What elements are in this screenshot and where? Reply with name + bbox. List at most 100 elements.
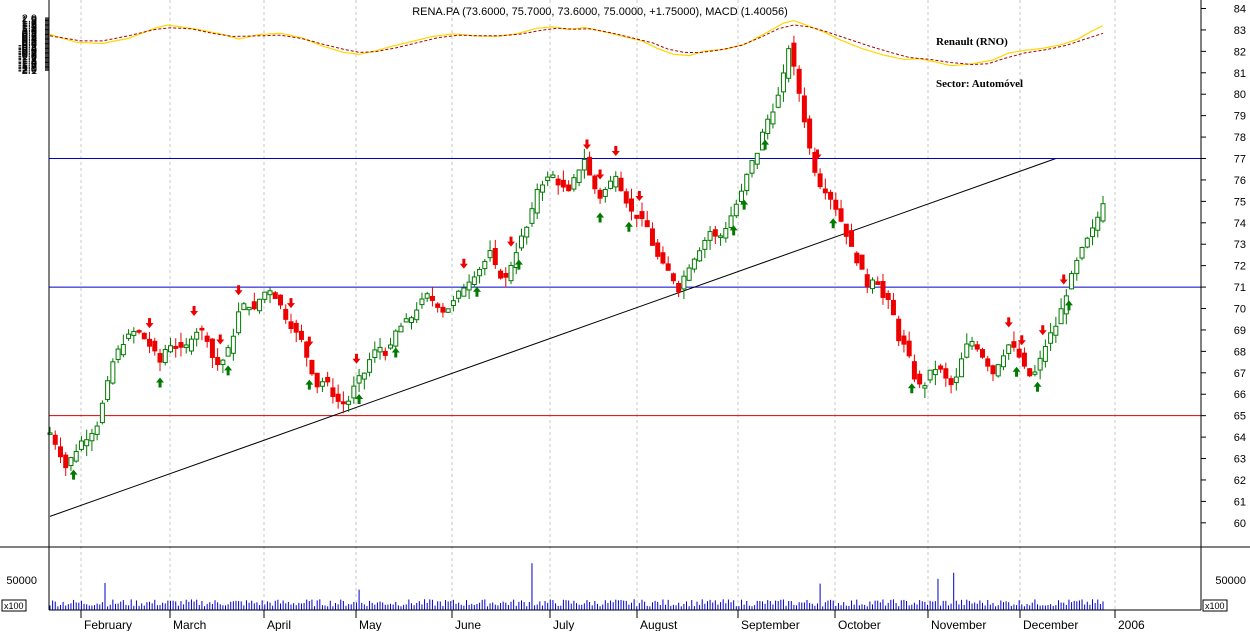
right-tick-label: 78	[1234, 132, 1246, 144]
candle-body	[995, 364, 1001, 377]
candle-body	[576, 169, 582, 183]
candle-body	[1069, 273, 1075, 290]
price-candles	[47, 35, 1106, 476]
left-tick-label: -1.1	[18, 52, 37, 64]
candle-body	[801, 95, 807, 123]
x-tick-label: August	[640, 618, 678, 631]
volume-scale-label-left: x100	[4, 601, 24, 611]
left-tick-label: 0.2	[22, 36, 37, 48]
candle-body	[105, 380, 111, 401]
candle-body	[817, 173, 823, 188]
candle-body	[278, 294, 284, 306]
candle-body	[47, 432, 53, 435]
candle-body	[681, 275, 687, 290]
left-tick-label: -0.5	[18, 45, 37, 57]
left-tick-label: 1.8	[22, 16, 37, 28]
right-tick-label: 70	[1234, 304, 1246, 316]
candle-body	[670, 273, 676, 282]
candle-body	[1011, 341, 1017, 348]
candle-body	[880, 280, 886, 298]
candle-body	[885, 292, 891, 300]
right-tick-label: 80	[1234, 89, 1246, 101]
candle-body	[922, 385, 928, 389]
candle-body	[587, 156, 593, 176]
candle-body	[1016, 348, 1022, 358]
candle-body	[707, 231, 713, 241]
candle-body	[482, 260, 488, 270]
left-tick-label: -1.9	[18, 63, 37, 75]
candle-body	[173, 345, 179, 349]
candle-body	[178, 342, 184, 348]
candle-body	[492, 248, 498, 266]
candle-body	[194, 331, 200, 340]
right-tick-label: 76	[1234, 175, 1246, 187]
candle-body	[718, 235, 724, 238]
buy-arrow	[761, 139, 770, 150]
x-tick-label: June	[455, 618, 481, 631]
candle-body	[403, 318, 409, 323]
sell-arrow	[507, 236, 516, 247]
candle-body	[560, 179, 566, 188]
sell-arrow	[1059, 274, 1068, 285]
candle-body	[712, 229, 718, 237]
candle-body	[152, 340, 158, 352]
sell-arrow	[611, 145, 620, 156]
left-tick-label: -1.0	[18, 51, 37, 63]
candle-body	[1074, 259, 1080, 275]
candle-body	[1021, 352, 1027, 367]
candle-body	[126, 333, 132, 339]
candle-body	[859, 254, 865, 270]
reference-lines	[49, 158, 1201, 517]
candle-body	[733, 203, 739, 217]
right-tick-label: 62	[1234, 475, 1246, 487]
chart-title: RENA.PA (73.6000, 75.7000, 73.6000, 75.0…	[412, 6, 788, 18]
candle-body	[1058, 308, 1064, 325]
candle-body	[325, 376, 331, 383]
candle-body	[728, 215, 734, 228]
candle-body	[938, 365, 944, 370]
sell-arrow	[1038, 325, 1047, 336]
left-tick-label: -0.1	[18, 40, 37, 52]
candle-body	[948, 378, 954, 386]
sell-arrow	[234, 285, 243, 296]
x-tick-label: November	[931, 618, 986, 631]
candle-body	[665, 263, 671, 271]
candle-body	[424, 293, 430, 299]
candle-body	[272, 292, 278, 299]
buy-arrow	[472, 286, 481, 297]
candle-body	[890, 299, 896, 316]
left-tick-label: 0.0	[22, 38, 37, 50]
candle-body	[953, 376, 959, 384]
candle-body	[225, 347, 231, 357]
buy-arrow	[69, 469, 78, 480]
sector-annotation: Sector: Automóvel	[936, 78, 1023, 90]
candle-body	[1090, 227, 1096, 238]
candle-body	[388, 344, 394, 349]
buy-arrow	[156, 377, 165, 388]
left-tick-label: -0.8	[18, 49, 37, 61]
candle-body	[513, 252, 519, 269]
right-tick-label: 66	[1234, 389, 1246, 401]
left-tick-label: 1.1	[22, 24, 37, 36]
right-tick-label: 74	[1234, 218, 1246, 230]
candle-body	[754, 152, 760, 165]
buy-arrow	[624, 221, 633, 232]
candle-body	[623, 191, 629, 204]
candle-body	[382, 350, 388, 356]
candle-body	[833, 199, 839, 210]
macd-lines	[49, 19, 1104, 67]
sell-arrow	[145, 318, 154, 329]
candle-body	[503, 273, 509, 278]
candle-body	[906, 340, 912, 357]
candle-body	[597, 189, 603, 199]
candle-body	[780, 72, 786, 93]
candle-body	[199, 327, 205, 331]
left-tick-label: 0.8	[22, 28, 37, 40]
candle-body	[749, 160, 755, 174]
left-tick-label: -0.3	[18, 42, 37, 54]
right-tick-label: 67	[1234, 368, 1246, 380]
left-tick-label: 0.4	[22, 33, 37, 45]
candle-body	[571, 177, 577, 190]
